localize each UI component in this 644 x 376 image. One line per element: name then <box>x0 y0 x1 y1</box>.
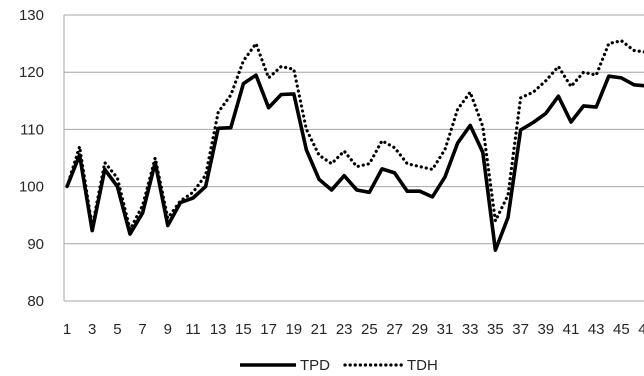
x-tick-label: 41 <box>563 321 580 338</box>
x-tick-label: 7 <box>138 321 146 338</box>
y-tick-label: 100 <box>19 179 44 196</box>
x-tick-label: 11 <box>185 321 201 338</box>
x-tick-label: 1 <box>63 321 71 338</box>
x-tick-label: 17 <box>260 321 277 338</box>
x-tick-label: 27 <box>386 321 403 338</box>
x-tick-label: 43 <box>588 321 605 338</box>
x-tick-label: 35 <box>487 321 504 338</box>
x-tick-label: 21 <box>311 321 328 338</box>
x-tick-label: 23 <box>336 321 353 338</box>
y-tick-label: 110 <box>20 121 44 138</box>
legend-label-tdh: TDH <box>407 357 438 374</box>
gridlines <box>63 14 644 302</box>
y-axis-tick-labels: 80 90 100 110 120 130 <box>19 7 44 310</box>
x-tick-label: 15 <box>235 321 252 338</box>
y-tick-label: 120 <box>19 64 44 81</box>
series-line-tpd <box>65 73 644 252</box>
x-tick-label: 31 <box>437 321 454 338</box>
x-tick-label: 33 <box>462 321 479 338</box>
legend: TPD TDH <box>240 357 438 374</box>
y-tick-label: 90 <box>27 236 44 253</box>
x-tick-label: 3 <box>88 321 96 338</box>
y-tick-label: 130 <box>19 7 44 24</box>
series-line-tdh <box>65 39 644 232</box>
legend-label-tpd: TPD <box>300 357 330 374</box>
x-tick-label: 47 <box>638 321 644 338</box>
x-tick-label: 39 <box>537 321 554 338</box>
x-axis-tick-labels: 1 3 5 7 9 11 13 15 17 19 21 23 25 27 29 31 33 35 37 39 41 43 4… <box>63 321 644 338</box>
x-tick-label: 37 <box>512 321 529 338</box>
x-tick-label: 25 <box>361 321 378 338</box>
x-tick-label: 29 <box>411 321 428 338</box>
x-tick-label: 19 <box>285 321 302 338</box>
x-tick-label: 9 <box>164 321 172 338</box>
y-tick-label: 80 <box>27 293 44 310</box>
x-tick-label: 5 <box>113 321 121 338</box>
x-tick-label: 13 <box>210 321 227 338</box>
x-tick-label: 45 <box>613 321 630 338</box>
plot-area <box>65 39 644 252</box>
